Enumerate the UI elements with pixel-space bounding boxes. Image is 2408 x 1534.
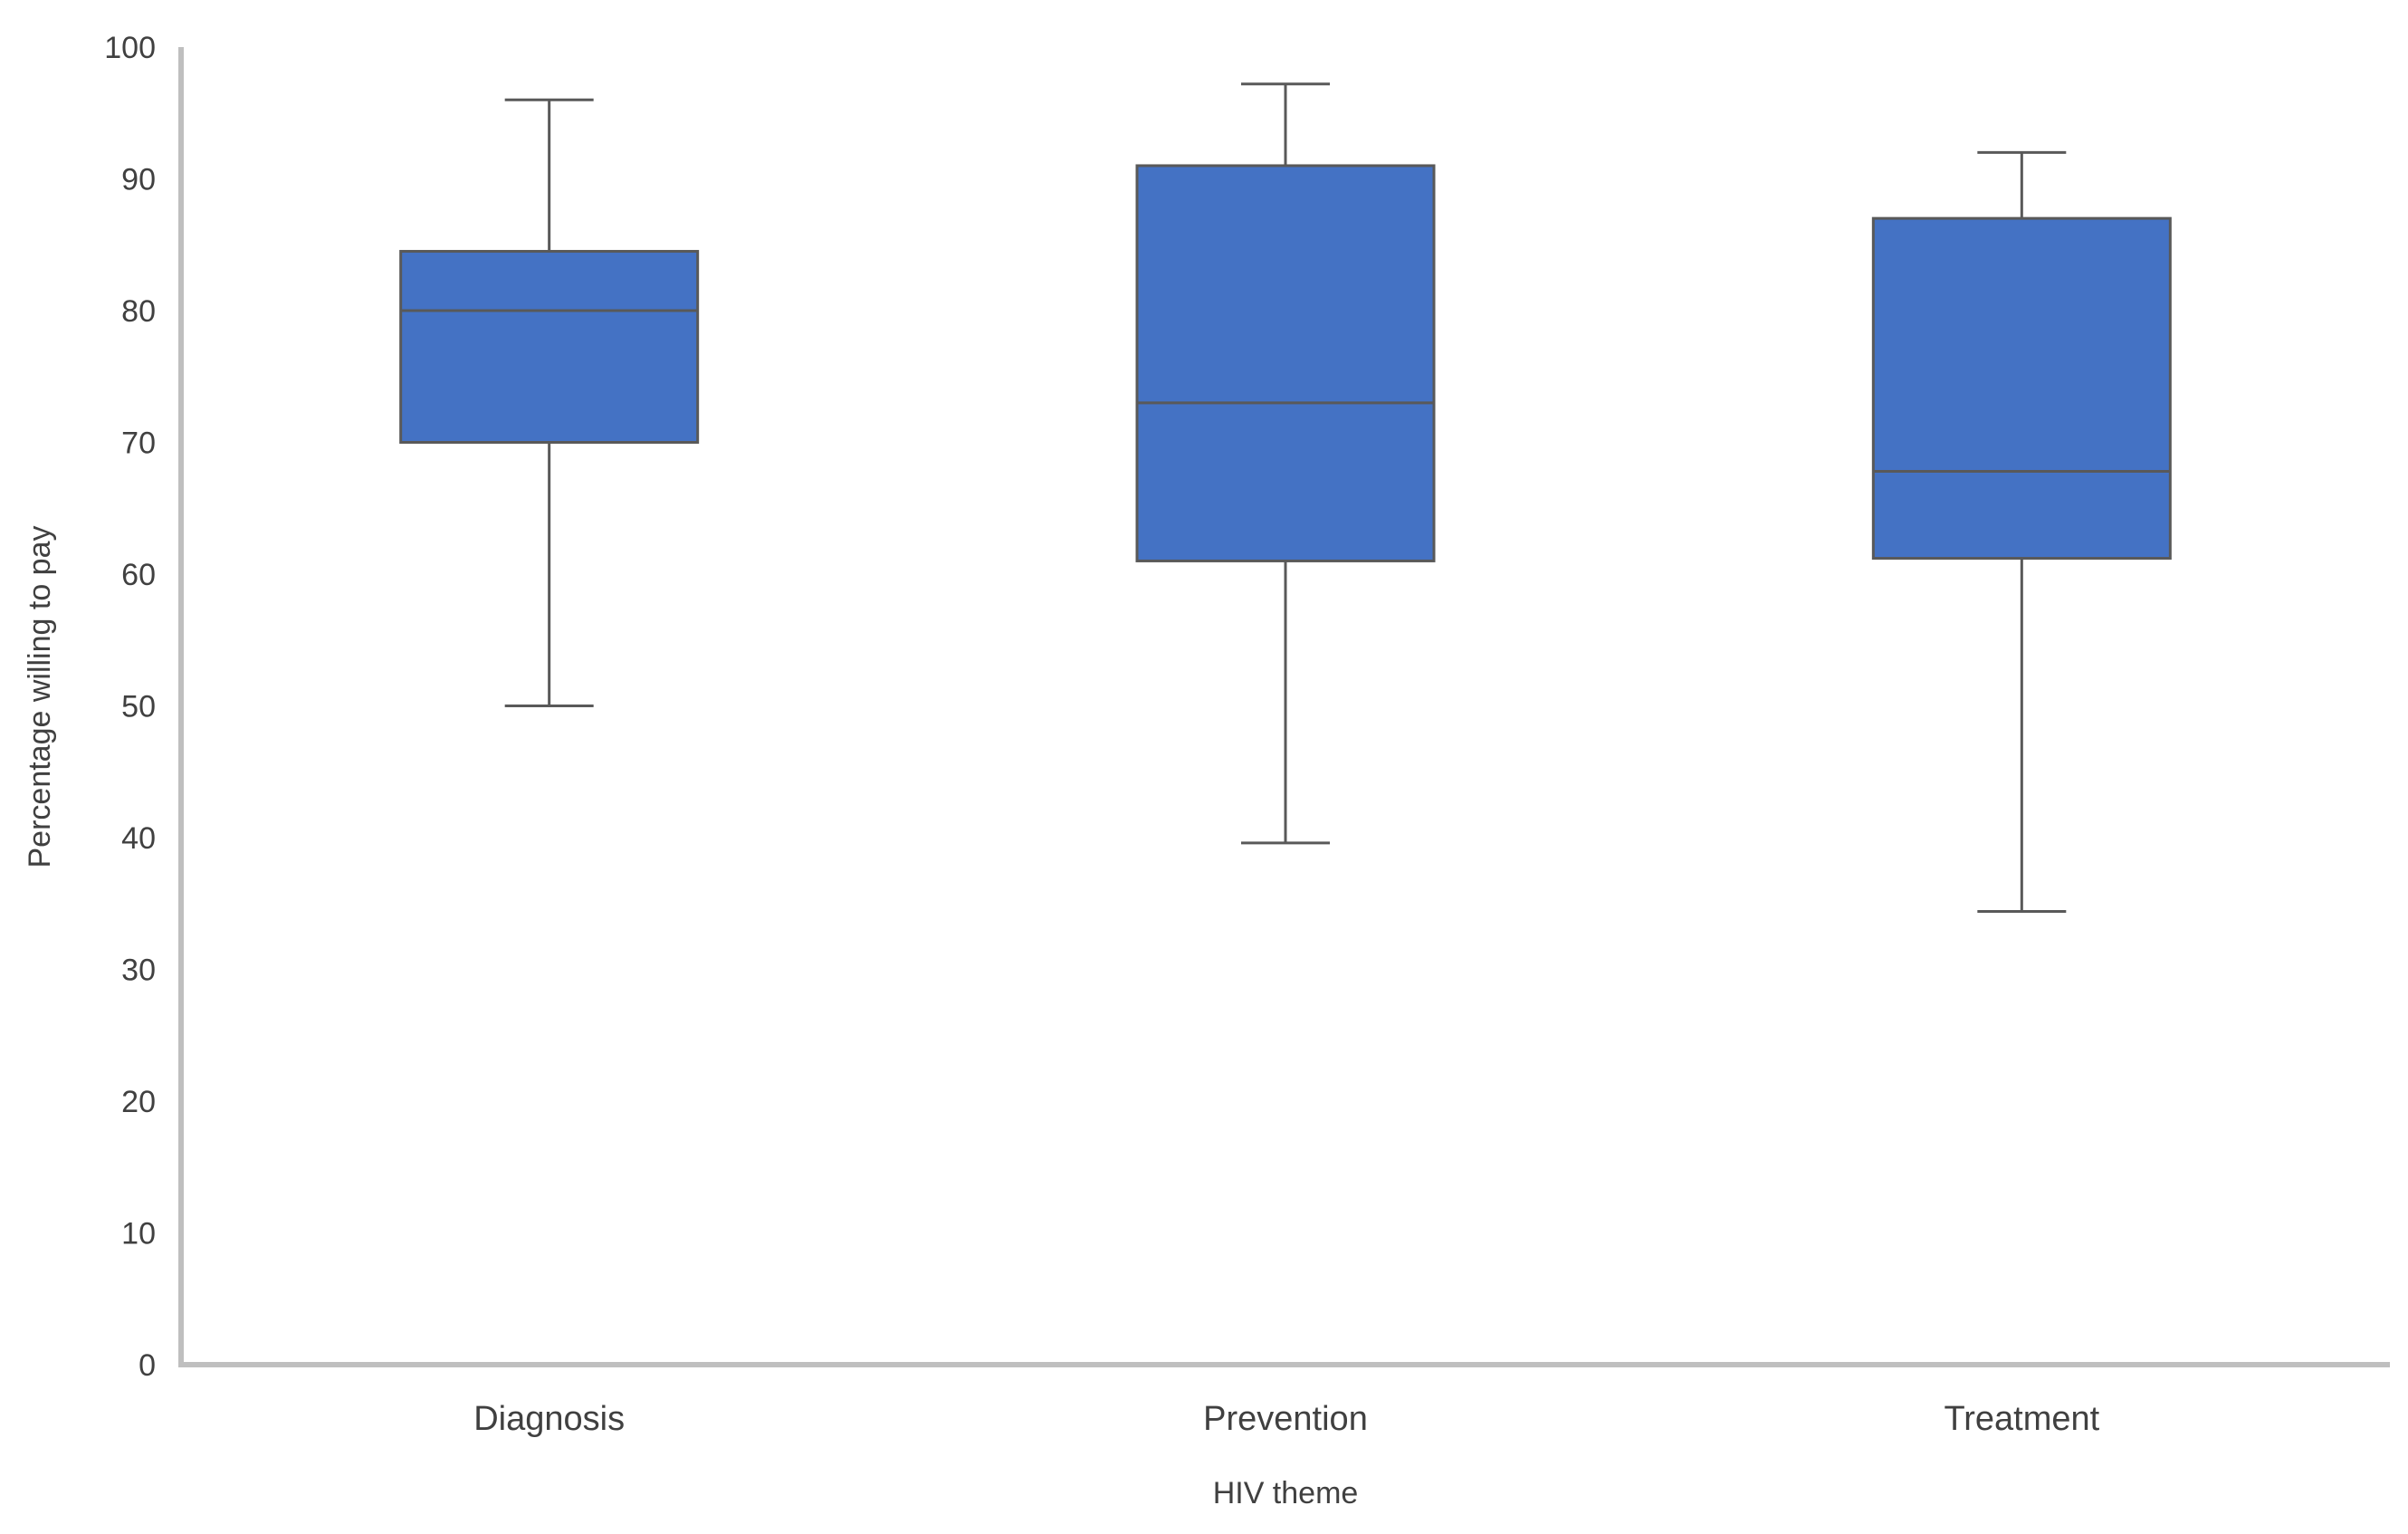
iqr-box (1871, 216, 2172, 561)
y-tick-label: 0 (139, 1348, 156, 1383)
y-tick-label: 80 (121, 294, 156, 329)
y-tick-label: 40 (121, 821, 156, 856)
x-axis-title: HIV theme (1213, 1476, 1359, 1510)
y-tick-label: 10 (121, 1217, 156, 1251)
box-prevention (1135, 82, 1436, 845)
x-tick-label: Diagnosis (473, 1400, 625, 1438)
y-tick-label: 50 (121, 690, 156, 724)
iqr-box (399, 250, 700, 444)
y-axis-title: Percentage willing to pay (23, 525, 57, 868)
axes: 0 10 20 30 40 50 60 70 80 90 100 Diagnosis Preventio… (104, 31, 2390, 1438)
y-tick-label: 60 (121, 558, 156, 592)
y-tick-label: 20 (121, 1085, 156, 1119)
iqr-box (1135, 164, 1436, 562)
y-tick-label: 30 (121, 954, 156, 988)
y-tick-label: 90 (121, 163, 156, 197)
box-diagnosis (399, 98, 700, 707)
boxes (399, 82, 2172, 913)
x-tick-label: Prevention (1203, 1400, 1368, 1438)
y-tick-label: 70 (121, 427, 156, 461)
x-tick-label: Treatment (1944, 1400, 2099, 1438)
box-treatment (1871, 150, 2172, 913)
labels: HIV theme Percentage willing to pay (23, 525, 1358, 1510)
y-tick-label: 100 (104, 31, 156, 65)
